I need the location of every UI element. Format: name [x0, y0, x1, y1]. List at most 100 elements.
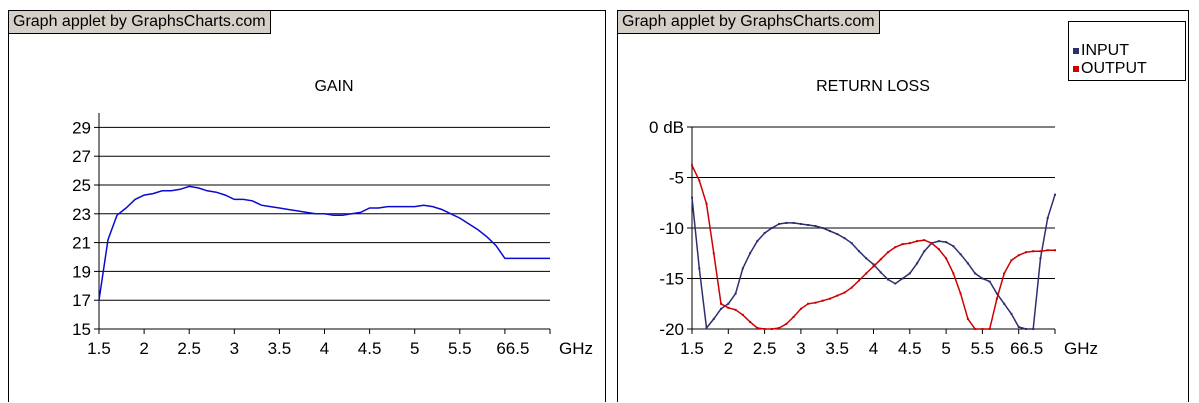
data-point [770, 328, 773, 330]
x-tick-label: 2.5 [753, 339, 777, 358]
data-point [705, 326, 708, 329]
data-point [995, 297, 998, 300]
data-point [959, 253, 962, 256]
data-point [741, 313, 744, 316]
data-point [908, 242, 911, 245]
x-tick-label: 5 [941, 339, 950, 358]
chart-title: GAIN [314, 78, 353, 95]
series-line-gain [98, 185, 550, 301]
data-point [894, 246, 897, 249]
data-point [734, 308, 737, 311]
y-tick-label: -5 [669, 169, 684, 188]
data-point [850, 242, 853, 245]
data-point [850, 286, 853, 289]
x-tick-label: 3.5 [825, 339, 849, 358]
series-lines [98, 185, 550, 301]
data-point [814, 224, 817, 227]
data-point [799, 222, 802, 225]
y-tick-label: 29 [72, 118, 91, 137]
data-point [865, 272, 868, 275]
y-tick-label: 19 [72, 262, 91, 281]
data-point [828, 297, 831, 300]
x-axis-ticks: 1.5 2 2.5 3 3.5 4 4.5 5 5.5 66.5 GHz [87, 339, 593, 358]
data-point [872, 265, 875, 268]
data-point [1032, 250, 1035, 253]
data-point [763, 232, 766, 235]
legend-swatch [1073, 47, 1079, 54]
data-point [1054, 193, 1056, 196]
data-point [974, 272, 977, 275]
data-point [749, 320, 752, 323]
data-point [1003, 272, 1006, 275]
y-axis-ticks: 0 dB -5 -10 -15 -20 [649, 118, 684, 339]
data-point [930, 242, 933, 245]
x-tick-label: GHz [559, 339, 593, 358]
data-point [901, 243, 904, 246]
applet-label[interactable]: Graph applet by GraphsCharts.com [618, 11, 880, 34]
x-tick-label: 3 [230, 339, 239, 358]
data-point [966, 317, 969, 320]
data-point [857, 279, 860, 282]
data-point [974, 328, 977, 330]
data-point [705, 202, 708, 205]
gridlines [94, 113, 551, 334]
data-point [749, 252, 752, 255]
data-point [756, 240, 759, 243]
y-tick-label: 0 dB [649, 118, 684, 137]
data-point [836, 294, 839, 297]
data-point [995, 292, 998, 295]
data-point [1024, 251, 1027, 254]
data-point [981, 277, 984, 280]
data-point [916, 240, 919, 243]
y-tick-label: 23 [72, 205, 91, 224]
data-point [937, 240, 940, 243]
data-point [1046, 216, 1049, 219]
applet-label[interactable]: Graph applet by GraphsCharts.com [9, 11, 271, 34]
x-tick-label: 2.5 [177, 339, 201, 358]
data-point [720, 307, 723, 310]
data-point [1024, 328, 1027, 330]
data-point [879, 258, 882, 261]
y-tick-label: -15 [659, 270, 684, 289]
data-point [981, 328, 984, 330]
data-point [901, 277, 904, 280]
data-point [966, 262, 969, 265]
x-axis-ticks: 1.5 2 2.5 3 3.5 4 4.5 5 5.5 66.5 GHz [680, 339, 1098, 358]
x-tick-label: 1.5 [680, 339, 704, 358]
data-point [756, 326, 759, 329]
data-point [821, 227, 824, 229]
data-point [734, 292, 737, 295]
x-tick-label: 4 [320, 339, 329, 358]
data-point [843, 237, 846, 240]
legend-item-input: INPUT [1073, 42, 1129, 60]
x-tick-label: 5.5 [971, 339, 995, 358]
y-tick-label: 27 [72, 147, 91, 166]
series-lines [691, 164, 1056, 330]
data-point [727, 306, 730, 309]
x-tick-label: 3 [796, 339, 805, 358]
gridlines [687, 126, 1056, 334]
data-point [727, 302, 730, 305]
data-point [763, 328, 766, 330]
x-tick-label: 66.5 [1010, 339, 1043, 358]
data-point [894, 282, 897, 285]
data-point [937, 248, 940, 251]
data-point [923, 239, 926, 242]
data-point [945, 241, 948, 244]
data-point [1017, 254, 1020, 257]
data-point [908, 272, 911, 275]
data-point [872, 263, 875, 266]
chart-title: RETURN LOSS [816, 78, 930, 95]
x-tick-label: 4.5 [358, 339, 382, 358]
gain-chart: GAIN 29 27 25 23 21 19 17 15 1.5 2 2.5 3 3.5 4 4.5 5 5.… [72, 78, 593, 358]
data-point [879, 271, 882, 274]
data-point [836, 233, 839, 236]
data-point [1010, 312, 1013, 315]
data-point [865, 257, 868, 260]
data-point [857, 250, 860, 253]
data-point [799, 307, 802, 310]
data-point [807, 302, 810, 305]
data-point [807, 223, 810, 226]
data-point [770, 227, 773, 229]
data-point [691, 196, 693, 199]
